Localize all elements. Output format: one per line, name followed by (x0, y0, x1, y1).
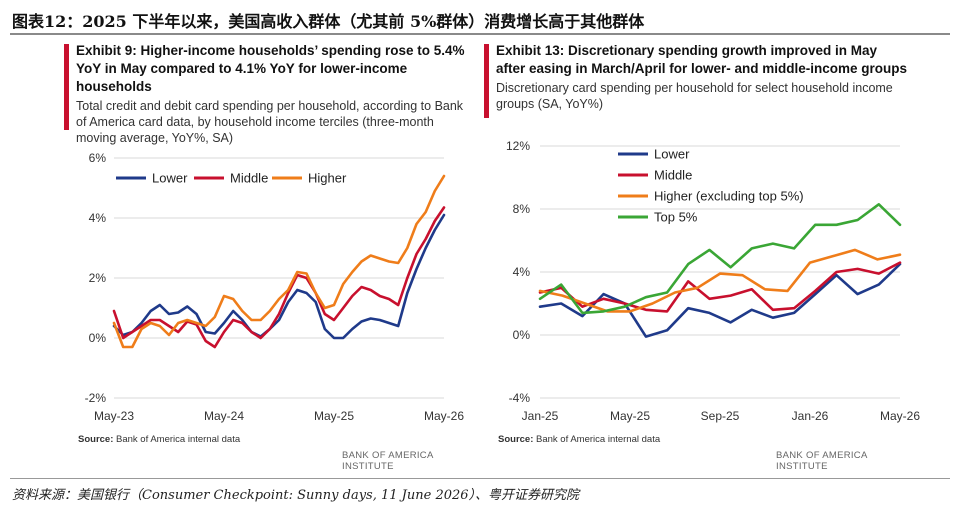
exhibit-9-brand: BANK OF AMERICA INSTITUTE (342, 450, 434, 472)
y-tick-label: 12% (506, 139, 530, 153)
legend-label: Lower (654, 147, 690, 162)
x-tick-label: May-25 (610, 409, 650, 423)
exhibit-9-source: Source: Bank of America internal data (78, 434, 240, 445)
y-tick-label: 4% (89, 211, 107, 225)
exhibit-9-subtitle: Total credit and debit card spending per… (76, 99, 464, 145)
x-tick-label: May-23 (94, 409, 134, 423)
accent-bar (484, 44, 489, 118)
exhibit-13-brand: BANK OF AMERICA INSTITUTE (776, 450, 868, 472)
exhibit-13-title: Exhibit 13: Discretionary spending growt… (496, 43, 908, 76)
x-tick-label: May-26 (424, 409, 464, 423)
legend-label: Higher (excluding top 5%) (654, 189, 804, 204)
legend-label: Lower (152, 171, 188, 186)
legend-label: Middle (654, 168, 692, 183)
x-tick-label: May-24 (204, 409, 244, 423)
y-tick-label: 4% (513, 265, 531, 279)
page-title: 图表12：2025 下半年以来，美国高收入群体（尤其前 5%群体）消费增长高于其… (12, 12, 645, 31)
exhibit-9-title: Exhibit 9: Higher-income households’ spe… (76, 43, 465, 94)
source-text: Bank of America internal data (536, 434, 661, 445)
series-line-lower (112, 213, 446, 340)
title-divider (10, 33, 950, 35)
series-line-higher-excluding-top-5 (538, 248, 902, 313)
y-tick-label: 8% (513, 202, 531, 216)
series-line-middle (112, 206, 446, 349)
source-footnote: 资料来源：美国银行（Consumer Checkpoint: Sunny day… (12, 488, 580, 503)
y-tick-label: -4% (509, 391, 531, 405)
y-tick-label: 0% (89, 331, 107, 345)
legend-label: Top 5% (654, 210, 698, 225)
series-line-middle (538, 261, 902, 313)
source-text: Bank of America internal data (116, 434, 241, 445)
series-line-higher (112, 174, 446, 349)
x-tick-label: Jan-25 (522, 409, 559, 423)
y-tick-label: 2% (89, 271, 107, 285)
source-label: Source: (78, 434, 114, 445)
y-tick-label: 0% (513, 328, 531, 342)
exhibit-13-subtitle: Discretionary card spending per househol… (496, 81, 893, 111)
exhibit-9-chart: 6% 4% 2% 0% -2% May-23 May-24 May-25 May-26 Lower… (85, 151, 465, 423)
x-tick-label: Sep-25 (701, 409, 740, 423)
y-tick-label: 6% (89, 151, 107, 165)
series-line-lower (538, 262, 902, 338)
x-tick-label: May-25 (314, 409, 354, 423)
series-line-top-5 (538, 203, 902, 315)
footer-divider (10, 478, 950, 479)
exhibit-13-source: Source: Bank of America internal data (498, 434, 660, 445)
legend-label: Middle (230, 171, 268, 186)
exhibit-13-panel: Exhibit 13: Discretionary spending growt… (484, 42, 920, 472)
y-tick-label: -2% (85, 391, 107, 405)
exhibit-9-panel: Exhibit 9: Higher-income households’ spe… (64, 42, 478, 472)
x-tick-label: May-26 (880, 409, 920, 423)
exhibit-13-chart: 12% 8% 4% 0% -4% Jan-25 May-25 Sep-25 Jan-26 May-… (506, 139, 920, 423)
source-label: Source: (498, 434, 534, 445)
accent-bar (64, 44, 69, 130)
legend-label: Higher (308, 171, 347, 186)
x-tick-label: Jan-26 (792, 409, 829, 423)
